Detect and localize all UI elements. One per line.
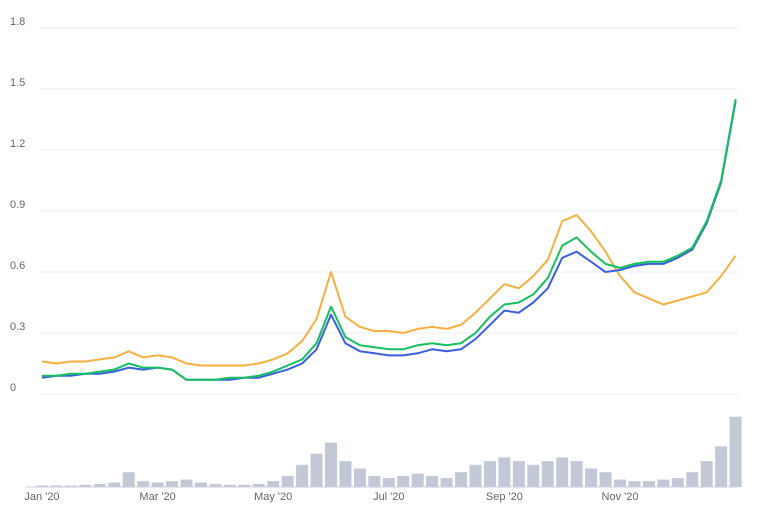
x-tick-label: Mar '20: [139, 491, 175, 503]
series-line: [42, 99, 737, 381]
volume-bar: [382, 478, 395, 487]
volume-bar: [541, 461, 554, 487]
x-tick-label: Jul '20: [373, 491, 404, 503]
x-tick-label: May '20: [254, 491, 292, 503]
volume-bar: [498, 457, 511, 487]
volume-bar: [194, 482, 207, 487]
volume-bar: [36, 485, 48, 487]
volume-bar: [310, 453, 323, 487]
volume-bar: [180, 479, 193, 487]
volume-bar: [50, 485, 63, 487]
volume-bar: [455, 472, 468, 487]
volume-bar: [64, 485, 77, 487]
volume-bar: [122, 472, 135, 487]
y-tick-label: 0.3: [10, 321, 25, 333]
x-tick-label: Sep '20: [486, 491, 523, 503]
volume-bar: [426, 475, 439, 487]
volume-bar: [585, 468, 598, 487]
y-tick-label: 0: [10, 382, 16, 394]
volume-bar: [93, 484, 106, 487]
series-line: [41, 101, 737, 381]
volume-bar: [151, 482, 164, 487]
x-tick-label: Jan '20: [24, 491, 59, 503]
y-tick-label: 1.8: [10, 16, 25, 28]
volume-bar: [642, 481, 655, 487]
y-tick-label: 0.6: [10, 260, 25, 272]
volume-bar: [483, 461, 496, 487]
volume-bar: [556, 457, 569, 487]
volume-bar: [657, 479, 670, 487]
volume-bar: [325, 442, 337, 487]
volume-bar: [729, 416, 742, 487]
volume-bar: [570, 461, 583, 487]
volume-bar: [281, 475, 294, 487]
volume-bar: [209, 484, 222, 487]
volume-bar: [223, 484, 236, 487]
volume-bar: [700, 461, 713, 487]
volume-bar: [108, 482, 121, 487]
volume-bar: [671, 478, 684, 487]
volume-bar: [527, 464, 540, 487]
volume-bar: [252, 484, 265, 487]
volume-bar: [411, 473, 424, 487]
y-tick-label: 0.9: [10, 199, 25, 211]
volume-bar: [166, 481, 179, 487]
volume-bar: [238, 484, 251, 487]
volume-bar: [440, 478, 453, 487]
volume-bar: [397, 475, 410, 487]
volume-bar: [267, 481, 280, 487]
volume-bar: [512, 461, 525, 487]
volume-bar: [137, 481, 150, 487]
x-tick-label: Nov '20: [602, 491, 639, 503]
volume-bar: [296, 464, 309, 487]
volume-bar: [469, 464, 482, 487]
volume-bar: [628, 481, 641, 487]
volume-bar: [339, 461, 352, 487]
y-tick-label: 1.2: [10, 138, 25, 150]
volume-bar: [368, 475, 381, 487]
volume-bar: [614, 479, 626, 487]
volume-bar: [79, 484, 92, 487]
volume-bar: [599, 472, 612, 487]
y-tick-label: 1.5: [10, 77, 25, 89]
series-line: [41, 214, 737, 367]
volume-bar: [353, 468, 366, 487]
volume-bar: [715, 446, 728, 487]
volume-bar: [686, 472, 699, 487]
